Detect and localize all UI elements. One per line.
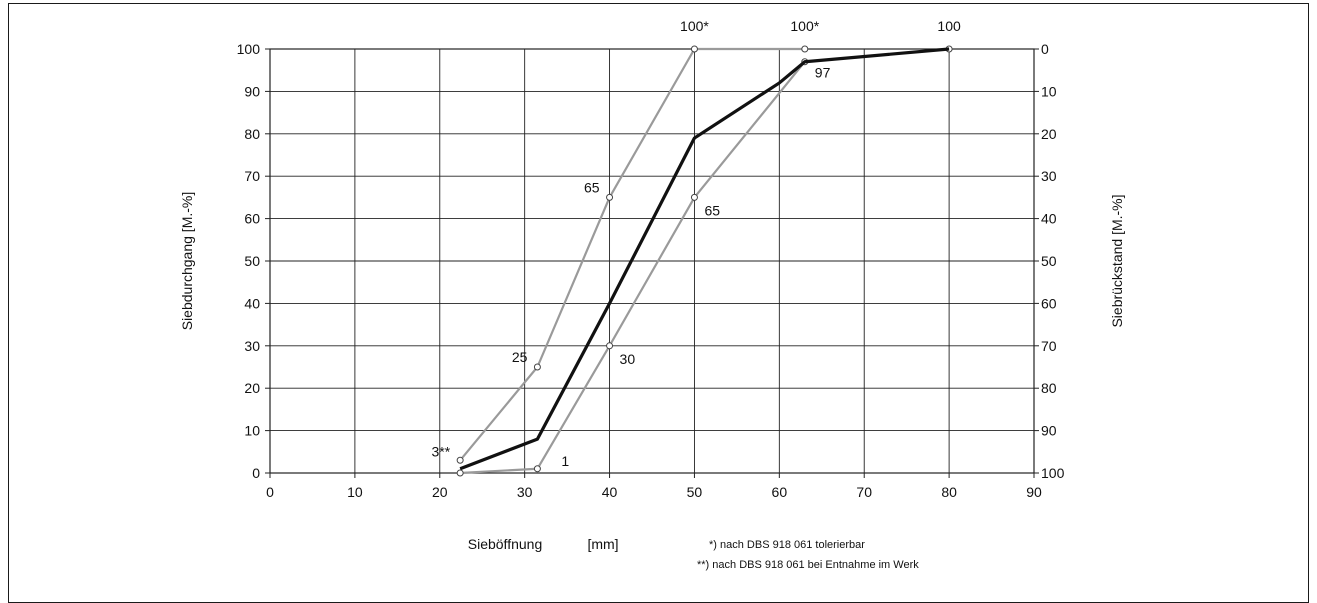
y-tick-label-left: 80 [244,126,260,142]
x-tick-label: 50 [687,484,703,500]
data-label: 25 [512,349,528,365]
data-label: 1 [561,453,569,469]
y-tick-label-left: 70 [244,168,260,184]
y-tick-label-right: 30 [1041,168,1057,184]
y-tick-label-left: 50 [244,253,260,269]
y-tick-label-left: 90 [244,83,260,99]
y-tick-label-left: 10 [244,423,260,439]
y-tick-label-right: 60 [1041,295,1057,311]
data-label: 100 [937,18,961,34]
data-point-lower [456,469,464,477]
x-tick-label: 90 [1026,484,1042,500]
y-tick-label-left: 60 [244,211,260,227]
y-tick-label-left: 30 [244,338,260,354]
sieve-chart: 0 10 20 30 40 50 60 70 80 90010203040506070809010… [179,18,1125,571]
y-tick-label-right: 40 [1041,211,1057,227]
footnote-1: *) nach DBS 918 061 tolerierbar [709,539,865,551]
x-tick-label: 70 [856,484,872,500]
y-tick-label-right: 20 [1041,126,1057,142]
data-label: 100* [790,18,819,34]
data-label: 97 [815,65,831,81]
data-label: 30 [620,351,636,367]
data-label: 65 [704,202,720,218]
series-line-upper [459,47,805,461]
x-tick-label: 10 [347,484,363,500]
data-label: 65 [584,179,600,195]
y-tick-label-right: 10 [1041,83,1057,99]
y-tick-label-left: 0 [252,465,260,481]
x-tick-label: 60 [772,484,788,500]
data-label: 100* [680,18,709,34]
x-axis-label: Sieböffnung [468,536,542,552]
y-tick-label-right: 90 [1041,423,1057,439]
data-point-lower [690,193,698,201]
data-point-upper [690,45,698,53]
y-axis-label-left: Siebdurchgang [M.-%] [179,192,195,331]
data-point-lower [606,342,614,350]
data-point-upper [606,193,614,201]
y-tick-label-right: 50 [1041,253,1057,269]
data-point-upper [456,456,464,464]
footnote-2: **) nach DBS 918 061 bei Entnahme im Wer… [697,559,919,571]
x-tick-label: 30 [517,484,533,500]
y-tick-label-left: 100 [237,41,261,57]
y-axis-label-right: Siebrückstand [M.-%] [1109,194,1125,327]
x-tick-label: 80 [941,484,957,500]
data-label: 3** [431,443,450,459]
data-point-upper [801,45,809,53]
x-tick-label: 40 [602,484,618,500]
x-tick-label: 20 [432,484,448,500]
x-axis-unit: [mm] [587,536,618,552]
y-tick-label-right: 0 [1041,41,1049,57]
y-tick-label-left: 40 [244,295,260,311]
x-tick-label: 0 [266,484,274,500]
data-point-upper [533,363,541,371]
data-point-lower [533,465,541,473]
series-line-curve [459,47,950,471]
y-tick-label-right: 70 [1041,338,1057,354]
y-tick-label-left: 20 [244,380,260,396]
y-tick-label-right: 80 [1041,380,1057,396]
y-tick-label-right: 100 [1041,465,1065,481]
